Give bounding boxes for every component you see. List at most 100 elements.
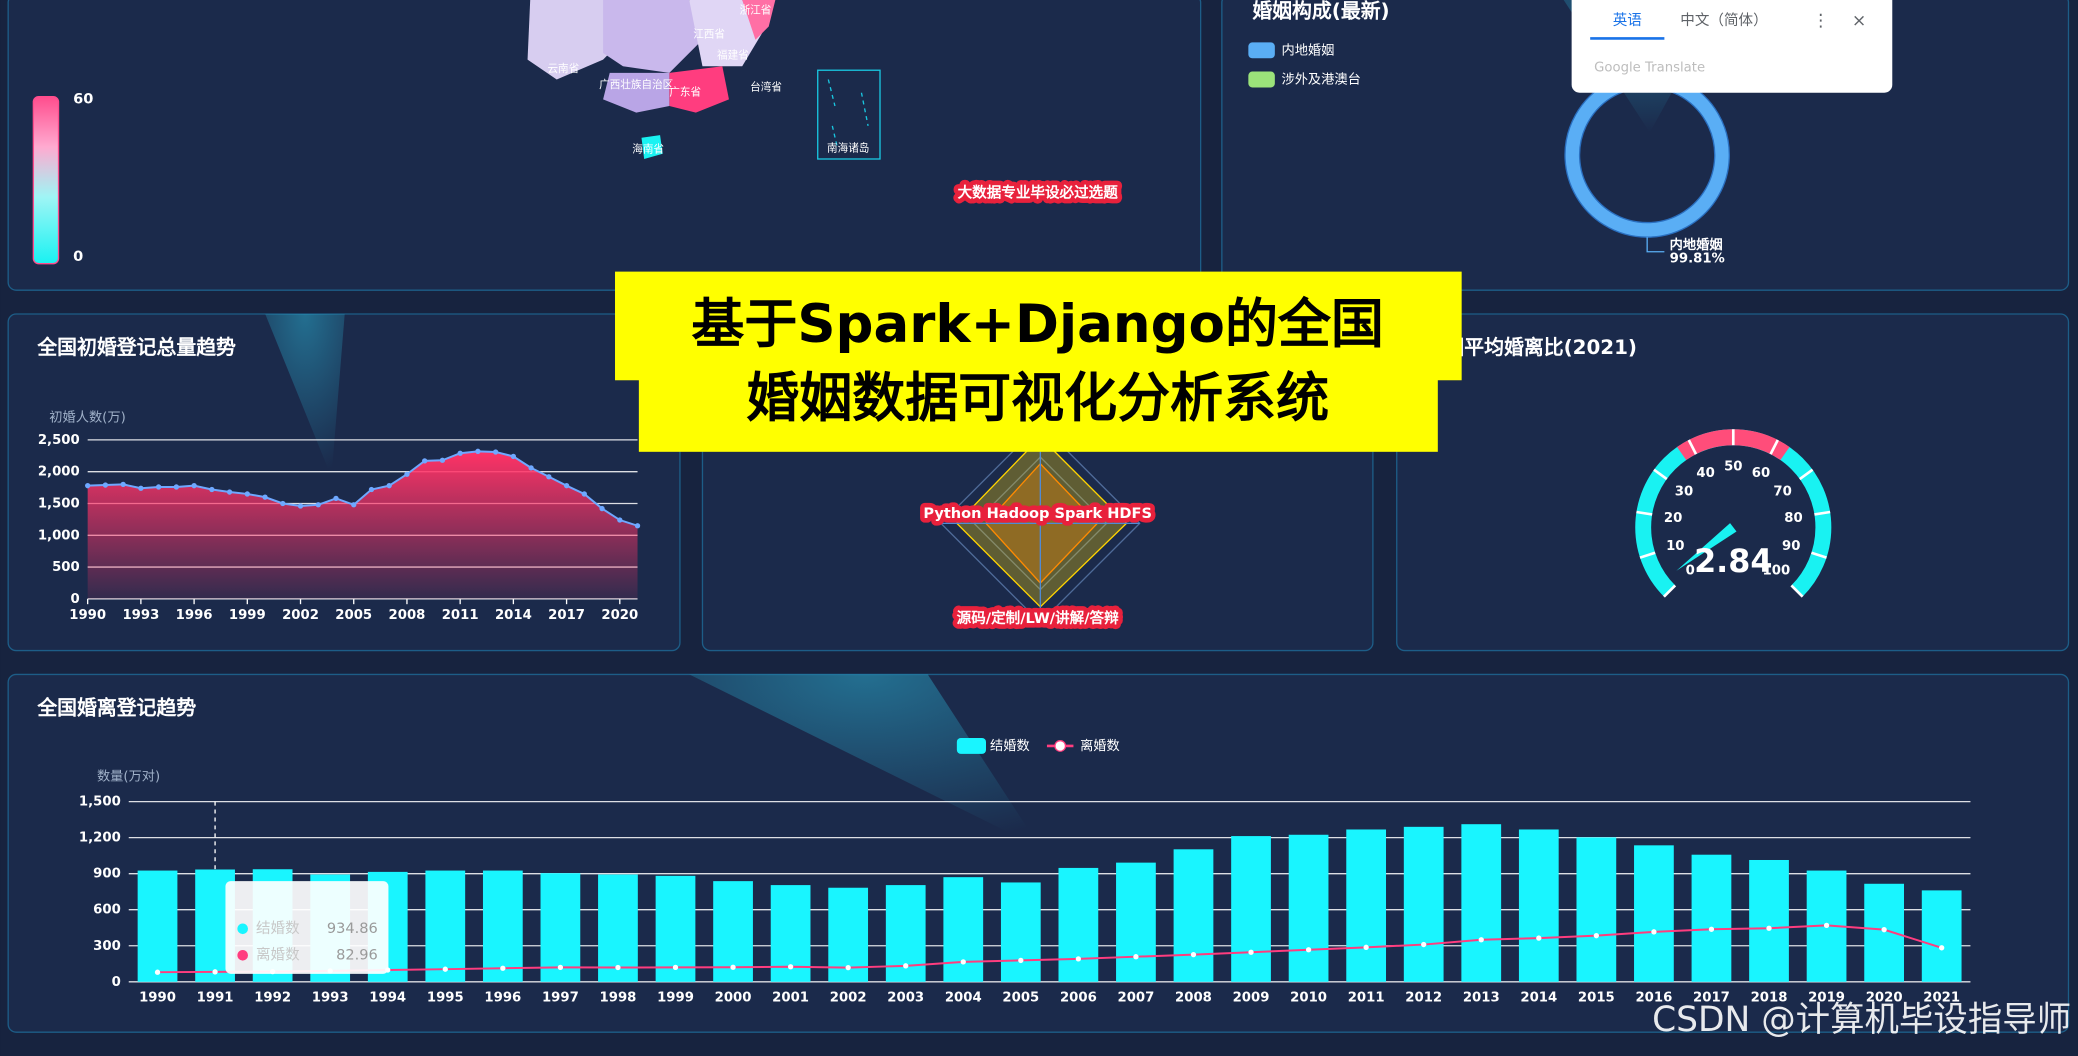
x-tick-label: 2019: [1808, 991, 1845, 1006]
tooltip-box: [225, 881, 389, 974]
map-panel: [7, 0, 1202, 291]
point: [315, 502, 321, 508]
glow: [689, 674, 1041, 848]
legend-swatch[interactable]: [1248, 71, 1275, 88]
south-sea-line: [827, 79, 869, 149]
province: [603, 0, 703, 73]
popup-tab[interactable]: 英语: [1613, 11, 1642, 29]
point: [333, 495, 339, 502]
bar: [425, 870, 466, 982]
legend-swatch[interactable]: [1054, 739, 1067, 752]
menu-icon[interactable]: ⋮: [1812, 11, 1829, 31]
point: [155, 484, 162, 490]
tooltip-value: 82.96: [336, 946, 378, 963]
y-tick-label: 600: [93, 903, 121, 918]
bar: [1749, 859, 1789, 982]
gauge-tick-label: 60: [1752, 466, 1770, 481]
gauge-tick-label: 90: [1782, 539, 1800, 554]
bar: [1058, 867, 1099, 982]
gauge-pointer: [1676, 523, 1737, 571]
gauge-tick-label: 70: [1773, 485, 1791, 500]
legend-swatch[interactable]: [1248, 42, 1275, 59]
close-icon[interactable]: ×: [1852, 11, 1866, 31]
y-tick-label: 0: [71, 592, 80, 607]
y-tick-label: 300: [93, 939, 121, 954]
x-tick-label: 2013: [1463, 991, 1500, 1006]
gauge-tick: [1636, 510, 1653, 516]
point: [1018, 957, 1024, 964]
bar: [1518, 829, 1559, 982]
x-tick-label: 1997: [542, 991, 579, 1006]
slice-value-label: 99.81%: [1670, 251, 1725, 266]
legend-label[interactable]: 内地婚姻: [1281, 42, 1334, 58]
point: [120, 481, 126, 488]
x-tick-label: 2005: [335, 608, 372, 623]
point: [280, 500, 286, 507]
gauge-tick-label: 100: [1763, 563, 1791, 578]
legend-label[interactable]: 结婚数: [990, 738, 1030, 754]
point: [191, 483, 197, 489]
point: [1190, 952, 1197, 958]
x-tick-label: 1998: [600, 991, 637, 1006]
point: [1766, 925, 1772, 931]
legend-label[interactable]: 涉外及港澳台: [1281, 71, 1360, 87]
overlay-box: [638, 376, 1438, 452]
bar: [1173, 849, 1214, 982]
popup-tab[interactable]: 中文（简体）: [1680, 12, 1767, 29]
gauge-tick-label: 80: [1784, 511, 1802, 526]
province: [742, 0, 776, 40]
point: [173, 484, 180, 490]
gauge-tick: [1798, 468, 1814, 481]
point: [1536, 935, 1542, 941]
point: [1478, 937, 1484, 943]
bar: [1231, 836, 1271, 982]
bar: [482, 870, 523, 982]
bar: [1461, 824, 1502, 982]
region-label: 广西壮族自治区: [599, 78, 673, 91]
area-panel: [7, 313, 681, 652]
point: [1075, 956, 1082, 962]
x-tick-label: 1995: [427, 991, 464, 1006]
region-label: 浙江省: [740, 4, 772, 17]
province: [641, 135, 663, 159]
x-tick-label: 2010: [1290, 991, 1327, 1006]
gauge-value: 2.84: [1694, 543, 1772, 580]
x-tick-label: 2017: [1693, 991, 1730, 1006]
y-tick-label: 900: [93, 867, 121, 882]
x-tick-label: 1990: [139, 991, 176, 1006]
point: [475, 448, 481, 454]
bar: [1000, 882, 1041, 982]
y-tick-label: 2,000: [38, 465, 80, 480]
overlay-tech: Python Hadoop Spark HDFS: [923, 505, 1152, 522]
point: [226, 489, 233, 495]
bar: [1634, 845, 1674, 982]
tooltip-dot: [237, 950, 248, 961]
visual-map-bar[interactable]: [32, 96, 60, 265]
legend-swatch[interactable]: [956, 738, 987, 754]
point: [1305, 947, 1312, 953]
region-label: 云南省: [547, 62, 579, 75]
line: [157, 924, 1942, 974]
province: [689, 0, 763, 67]
point: [1593, 933, 1600, 939]
point: [1939, 945, 1945, 951]
point: [1248, 949, 1254, 955]
y-tick-label: 1,500: [38, 496, 80, 511]
point: [1881, 927, 1887, 933]
bar: [1864, 883, 1904, 982]
bar: [1288, 834, 1329, 982]
bar: [137, 870, 178, 982]
x-tick-label: 2015: [1578, 991, 1615, 1006]
bar: [1576, 837, 1617, 982]
x-tick-label: 1992: [254, 991, 291, 1006]
overlay-tagline: 大数据专业毕设必过选题: [958, 183, 1119, 201]
watermark: CSDN @计算机毕设指导师: [1652, 1000, 2071, 1040]
leader-line: [1646, 237, 1665, 253]
point: [960, 959, 966, 965]
region-label: 南海诸岛: [827, 141, 869, 154]
point: [1823, 922, 1830, 928]
x-tick-label: 2011: [1348, 991, 1385, 1006]
point: [563, 483, 570, 489]
legend-label[interactable]: 离婚数: [1080, 737, 1120, 754]
point: [404, 471, 410, 477]
